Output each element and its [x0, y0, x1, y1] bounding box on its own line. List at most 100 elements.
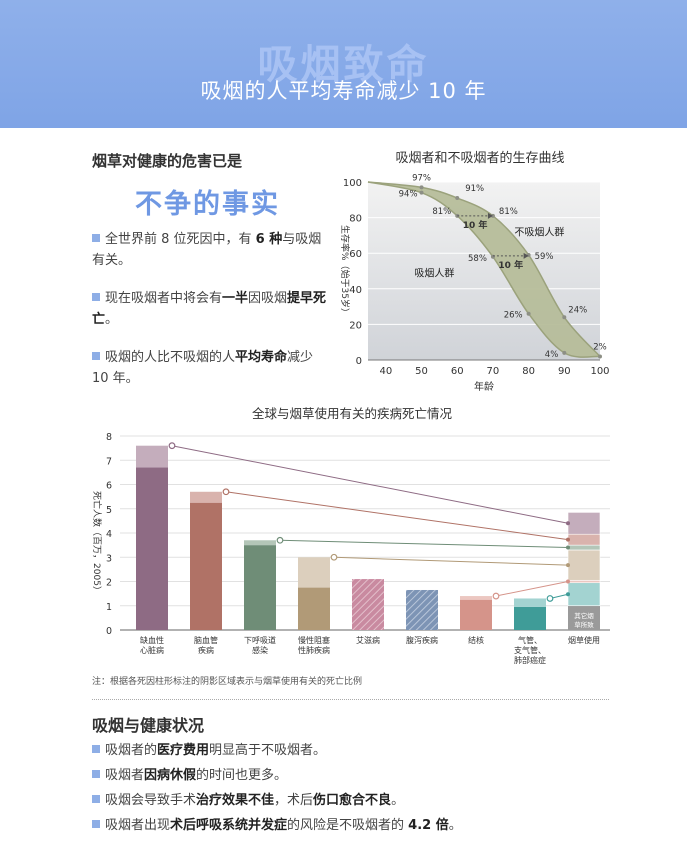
bar-segment	[190, 502, 222, 630]
bar-segment	[352, 579, 384, 630]
bullet-text: 明显高于不吸烟者。	[209, 743, 327, 758]
bar-tobacco-segment	[244, 540, 276, 546]
bar-segment	[136, 467, 168, 630]
bullet-square-icon	[92, 820, 100, 828]
y-tick-label: 6	[106, 481, 112, 492]
x-axis-label: 年龄	[474, 380, 494, 393]
survival-point	[526, 311, 531, 316]
connector-end-dot	[566, 592, 570, 597]
emphasis-text: 4.2 倍	[408, 818, 449, 833]
gap-label: 10 年	[498, 259, 523, 271]
x-tick-label: 50	[415, 366, 428, 377]
gap-label: 10 年	[463, 219, 488, 231]
y-tick-label: 2	[106, 578, 112, 589]
bar-category-label: 心脏病	[140, 645, 164, 655]
bar-category-label: 下呼吸道	[244, 635, 276, 645]
y-tick-label: 40	[349, 285, 362, 296]
connector-end-dot	[566, 579, 570, 584]
bullet-square-icon	[92, 234, 100, 242]
bar-category-label: 脑血管	[194, 635, 218, 645]
survival-point	[419, 185, 424, 190]
bullet-text: 。	[105, 312, 119, 327]
page-title: 吸烟致命	[257, 42, 430, 88]
x-tick-label: 80	[522, 366, 535, 377]
bullet-text: 。	[448, 818, 462, 833]
emphasis-text: 因病休假	[144, 768, 197, 783]
survival-point-label: 91%	[465, 184, 484, 194]
fact-bullet: 现在吸烟者中将会有一半因吸烟提早死亡。	[92, 288, 330, 330]
y-tick-label: 0	[356, 356, 362, 367]
page-subtitle: 吸烟的人平均寿命减少 10 年	[200, 79, 487, 103]
survival-point-label: 81%	[499, 207, 518, 217]
disease-chart-title: 全球与烟草使用有关的疾病死亡情况	[252, 406, 453, 421]
bullet-text: 全世界前 8 位死因中，有	[105, 232, 256, 247]
bullet-text: 现在吸烟者中将会有	[105, 291, 223, 306]
y-tick-label: 8	[106, 432, 112, 443]
bullet-text: 吸烟者	[105, 768, 145, 783]
emphasis-text: 6 种	[255, 232, 283, 247]
bar-category-label: 肺部癌症	[514, 655, 546, 665]
emphasis-text: 平均寿命	[235, 350, 288, 365]
bar-category-label: 疾病	[198, 645, 214, 655]
tobacco-connector-line	[279, 539, 569, 549]
disease-chart: 全球与烟草使用有关的疾病死亡情况 0 1 2 3 4 5 6 7 8 死亡人数（百万，2005） 缺血…	[91, 406, 610, 665]
highlight-text: 不争的事实	[135, 189, 280, 220]
bar-segment	[406, 589, 438, 630]
x-tick-label: 100	[590, 366, 609, 377]
divider	[92, 699, 609, 700]
y-tick-label: 3	[106, 553, 112, 564]
bar-tobacco-segment	[298, 557, 330, 588]
survival-point-label: 81%	[432, 207, 451, 217]
bullet-text: 的风险是不吸烟者的	[287, 818, 409, 833]
bullet-text: 吸烟的人比不吸烟的人	[105, 350, 236, 365]
bullet-text: 与吸烟有关。	[92, 232, 322, 268]
connector-start-dot	[546, 595, 554, 602]
y-tick-label: 7	[106, 456, 112, 467]
tobacco-stack-segment	[567, 512, 601, 535]
bar-tobacco-segment	[190, 491, 222, 503]
bullet-text: 因吸烟	[248, 291, 288, 306]
bullet-text: 减少 10 年。	[92, 350, 314, 386]
x-tick-label: 40	[379, 366, 392, 377]
emphasis-text: 医疗费用	[157, 743, 210, 758]
fact-bullet: 吸烟的人比不吸烟的人平均寿命减少 10 年。	[92, 347, 330, 389]
tobacco-stack-segment	[567, 582, 601, 607]
tobacco-stack-segment	[567, 579, 601, 584]
bar-segment	[514, 606, 546, 630]
tobacco-other-label: 其它烟	[574, 611, 594, 620]
bar-tobacco-segment	[460, 596, 492, 600]
x-tick-label: 70	[487, 366, 500, 377]
bullet-square-icon	[92, 745, 100, 753]
bar-tobacco-segment	[136, 445, 168, 468]
bullet-text: 吸烟者出现	[105, 818, 171, 833]
tobacco-connector-line	[495, 581, 569, 597]
survival-point	[562, 315, 567, 320]
connector-end-dot	[566, 521, 570, 526]
x-tick-label: 60	[451, 366, 464, 377]
tobacco-stack-segment	[567, 544, 601, 551]
survival-point-label: 59%	[535, 252, 554, 262]
tobacco-connector-line	[225, 491, 569, 541]
connector-start-dot	[492, 592, 500, 600]
gap-arrow-head	[523, 252, 529, 259]
y-axis-label: 死亡人数（百万，2005）	[91, 491, 103, 595]
nonsmoker-label: 不吸烟人群	[514, 225, 564, 238]
health-bullet: 吸烟者出现术后呼吸系统并发症的风险是不吸烟者的 4.2 倍。	[92, 815, 652, 836]
survival-point	[455, 196, 460, 201]
tobacco-connector-line	[333, 556, 569, 566]
bar-category-label: 烟草使用	[568, 635, 600, 645]
survival-point-label: 2%	[593, 342, 607, 352]
y-tick-label: 5	[106, 505, 112, 516]
survival-gap-area	[368, 182, 600, 358]
y-tick-label: 100	[343, 178, 362, 189]
emphasis-text: 伤口愈合不良	[313, 793, 392, 808]
emphasis-text: 术后呼吸系统并发症	[170, 818, 288, 833]
y-tick-label: 60	[349, 249, 362, 260]
health-bullet: 吸烟者因病休假的时间也更多。	[92, 765, 652, 786]
bar-segment	[244, 545, 276, 630]
health-bullet: 吸烟会导致手术治疗效果不佳，术后伤口愈合不良。	[92, 790, 652, 811]
y-tick-label: 0	[106, 626, 112, 637]
bar-category-label: 气管、	[518, 635, 542, 645]
connector-end-dot	[566, 545, 570, 550]
bullet-square-icon	[92, 293, 100, 301]
